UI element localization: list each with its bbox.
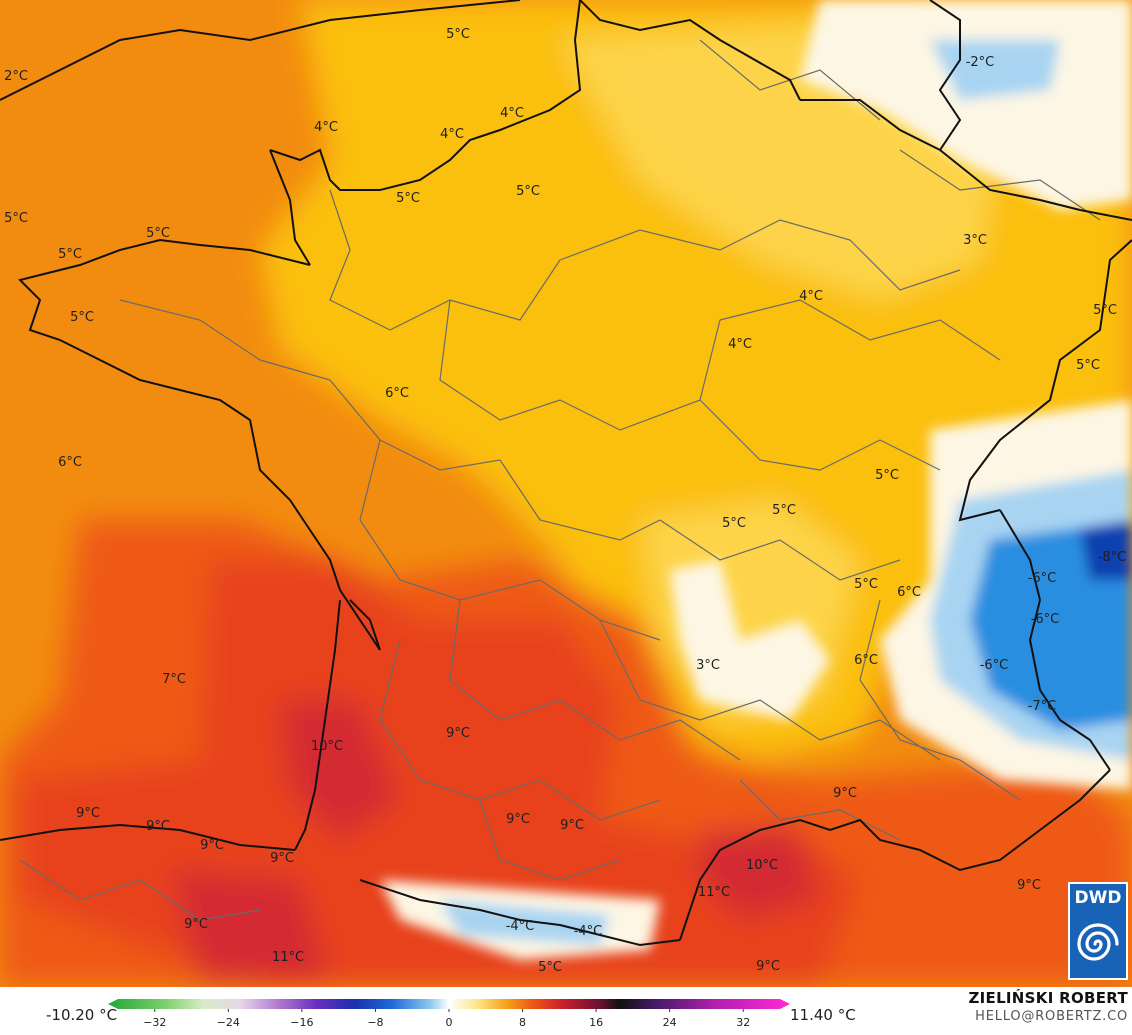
colorbar-tick-label: 8 xyxy=(519,1016,526,1029)
colorbar-strip xyxy=(108,999,790,1009)
temperature-label: 5°C xyxy=(875,468,899,483)
temperature-label: 6°C xyxy=(385,386,409,401)
temperature-label: 9°C xyxy=(184,917,208,932)
temperature-label: 5°C xyxy=(722,516,746,531)
colorbar-tick-label: 16 xyxy=(589,1016,603,1029)
dwd-logo: DWD xyxy=(1068,882,1128,980)
colorbar-tick-label: −32 xyxy=(143,1016,166,1029)
map-canvas: 5°C 2°C -2°C 4°C 4°C 4°C 5°C 5°C 5°C 5°C 5°C 5°C 3°C… xyxy=(0,0,1132,987)
temperature-label: 4°C xyxy=(314,120,338,135)
coastline-gironde xyxy=(339,589,381,651)
temperature-label: -4°C xyxy=(506,919,535,934)
temperature-label: 6°C xyxy=(58,455,82,470)
border-switzerland xyxy=(958,239,1132,522)
temperature-label: 5°C xyxy=(70,310,94,325)
temperature-label: 5°C xyxy=(446,27,470,42)
zone-hot-core-west xyxy=(280,700,400,840)
temperature-label: -6°C xyxy=(1028,571,1057,586)
dwd-logo-text: DWD xyxy=(1074,888,1122,908)
colorbar-tick-label: 24 xyxy=(663,1016,677,1029)
temperature-label: -7°C xyxy=(1028,699,1057,714)
zone-hot-core-pyrenees xyxy=(170,870,330,980)
coastline-channel xyxy=(0,0,521,101)
temperature-label: 5°C xyxy=(1093,303,1117,318)
temperature-label: 9°C xyxy=(146,819,170,834)
temperature-label: 5°C xyxy=(772,503,796,518)
temperature-label: 9°C xyxy=(506,812,530,827)
national-borders xyxy=(0,0,1132,947)
border-germany xyxy=(800,0,962,152)
temperature-label: 9°C xyxy=(200,838,224,853)
legend-footer: -10.20 °C −32 −24 −16 −8 0 8 16 24 32 11.40 °C Z… xyxy=(0,987,1132,1035)
colorbar-ticks: −32 −24 −16 −8 0 8 16 24 32 xyxy=(143,1009,750,1029)
temperature-label: 4°C xyxy=(500,106,524,121)
temperature-map: 5°C 2°C -2°C 4°C 4°C 4°C 5°C 5°C 5°C 5°C 5°C 5°C 3°C… xyxy=(0,0,1132,987)
temperature-label: 5°C xyxy=(4,211,28,226)
temperature-label: -8°C xyxy=(1098,550,1127,565)
coastline-atlantic-south xyxy=(294,599,341,851)
coastline-cotentin xyxy=(269,149,311,266)
zone-cold-alps-core xyxy=(1080,520,1132,580)
border-rhine xyxy=(939,149,1132,221)
region-borders xyxy=(19,39,1101,921)
temperature-label: 5°C xyxy=(538,960,562,975)
author-email: HELLO@ROBERTZ.CO xyxy=(975,1009,1128,1024)
temperature-label: 9°C xyxy=(1017,878,1041,893)
temperature-label: -2°C xyxy=(966,55,995,70)
colorbar-tick-label: −8 xyxy=(367,1016,383,1029)
border-belgium xyxy=(579,0,801,101)
temperature-label: 7°C xyxy=(162,672,186,687)
temperature-label: 9°C xyxy=(833,786,857,801)
author-name: ZIELIŃSKI ROBERT xyxy=(968,989,1128,1007)
coastline-mediterranean xyxy=(679,769,1111,941)
temperature-label: 5°C xyxy=(854,577,878,592)
temperature-labels: 5°C 2°C -2°C 4°C 4°C 4°C 5°C 5°C 5°C 5°C 5°C 5°C 3°C… xyxy=(4,27,1126,975)
legend-min-value: -10.20 °C xyxy=(46,1006,118,1024)
temperature-label: 11°C xyxy=(272,950,304,965)
temperature-label: 10°C xyxy=(311,739,343,754)
colorbar: −32 −24 −16 −8 0 8 16 24 32 xyxy=(108,999,790,1029)
border-alps xyxy=(999,509,1111,771)
temperature-label: 9°C xyxy=(560,818,584,833)
temperature-label: 5°C xyxy=(1076,358,1100,373)
colorbar-tick-label: −24 xyxy=(217,1016,240,1029)
colorbar-tick-label: 0 xyxy=(446,1016,453,1029)
temperature-label: 6°C xyxy=(854,653,878,668)
temperature-label: 4°C xyxy=(440,127,464,142)
temperature-label: 5°C xyxy=(146,226,170,241)
temperature-label: 6°C xyxy=(897,585,921,600)
zone-cold-northeast-blue xyxy=(930,40,1060,100)
temperature-label: 11°C xyxy=(698,885,730,900)
temperature-label: -6°C xyxy=(980,658,1009,673)
author-credit: ZIELIŃSKI ROBERT HELLO@ROBERTZ.CO xyxy=(968,989,1128,1024)
temperature-label: 3°C xyxy=(696,658,720,673)
temperature-label: 9°C xyxy=(270,851,294,866)
temperature-label: -4°C xyxy=(574,924,603,939)
temperature-label: 9°C xyxy=(446,726,470,741)
temperature-label: 5°C xyxy=(396,191,420,206)
temperature-label: 10°C xyxy=(746,858,778,873)
border-pyrenees xyxy=(359,879,681,947)
temperature-label: 3°C xyxy=(963,233,987,248)
zone-cold-jura-massif xyxy=(670,560,830,720)
temperature-label: 5°C xyxy=(58,247,82,262)
temperature-label: 9°C xyxy=(756,959,780,974)
colorbar-tick-label: 32 xyxy=(736,1016,750,1029)
temperature-label: 5°C xyxy=(516,184,540,199)
zone-hot-core-roussillon xyxy=(700,830,820,920)
temperature-label: 4°C xyxy=(728,337,752,352)
coastline-brittany xyxy=(18,238,341,591)
coastline-normandy xyxy=(269,0,582,191)
temperature-label: -6°C xyxy=(1031,612,1060,627)
temperature-label: 9°C xyxy=(76,806,100,821)
legend-max-value: 11.40 °C xyxy=(790,1006,856,1024)
temperature-label: 4°C xyxy=(799,289,823,304)
border-spain-west xyxy=(0,823,296,851)
colorbar-tick-label: −16 xyxy=(290,1016,313,1029)
temperature-label: 2°C xyxy=(4,69,28,84)
dwd-swirl-icon xyxy=(1077,923,1119,961)
